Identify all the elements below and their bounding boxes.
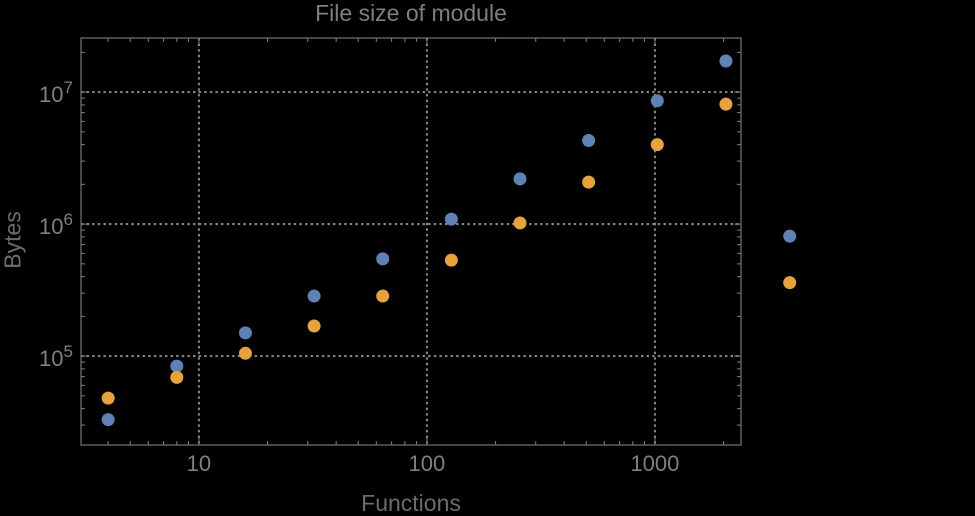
y-tick-label: 105 <box>39 342 73 371</box>
data-point-orange <box>238 346 252 360</box>
data-point-blue <box>170 359 184 373</box>
data-point-orange <box>582 175 596 189</box>
data-point-orange <box>170 370 184 384</box>
data-point-orange <box>783 276 797 290</box>
data-point-blue <box>101 413 115 427</box>
y-tick-label: 107 <box>39 78 73 107</box>
data-point-blue <box>650 94 664 108</box>
data-point-orange <box>376 289 390 303</box>
data-point-orange <box>444 253 458 267</box>
data-point-blue <box>307 289 321 303</box>
data-point-orange <box>513 216 527 230</box>
data-point-orange <box>650 138 664 152</box>
data-point-blue <box>238 326 252 340</box>
x-tick-label: 10 <box>187 451 211 476</box>
data-point-blue <box>444 212 458 226</box>
y-tick-exponent: 6 <box>64 210 73 229</box>
data-point-orange <box>719 97 733 111</box>
data-point-orange <box>101 391 115 405</box>
y-tick-label: 106 <box>39 210 73 239</box>
y-axis-label: Bytes <box>0 211 26 269</box>
data-point-blue <box>719 54 733 68</box>
data-point-blue <box>376 252 390 266</box>
x-tick-label: 1000 <box>630 451 679 476</box>
data-point-blue <box>783 229 797 243</box>
chart-title: File size of module <box>315 0 507 26</box>
y-tick-exponent: 7 <box>64 78 73 97</box>
plot-frame <box>80 37 742 446</box>
data-point-blue <box>513 172 527 186</box>
y-tick-exponent: 5 <box>64 342 73 361</box>
data-point-orange <box>307 319 321 333</box>
x-axis-label: Functions <box>361 490 461 516</box>
data-point-blue <box>582 133 596 147</box>
x-tick-label: 100 <box>409 451 446 476</box>
